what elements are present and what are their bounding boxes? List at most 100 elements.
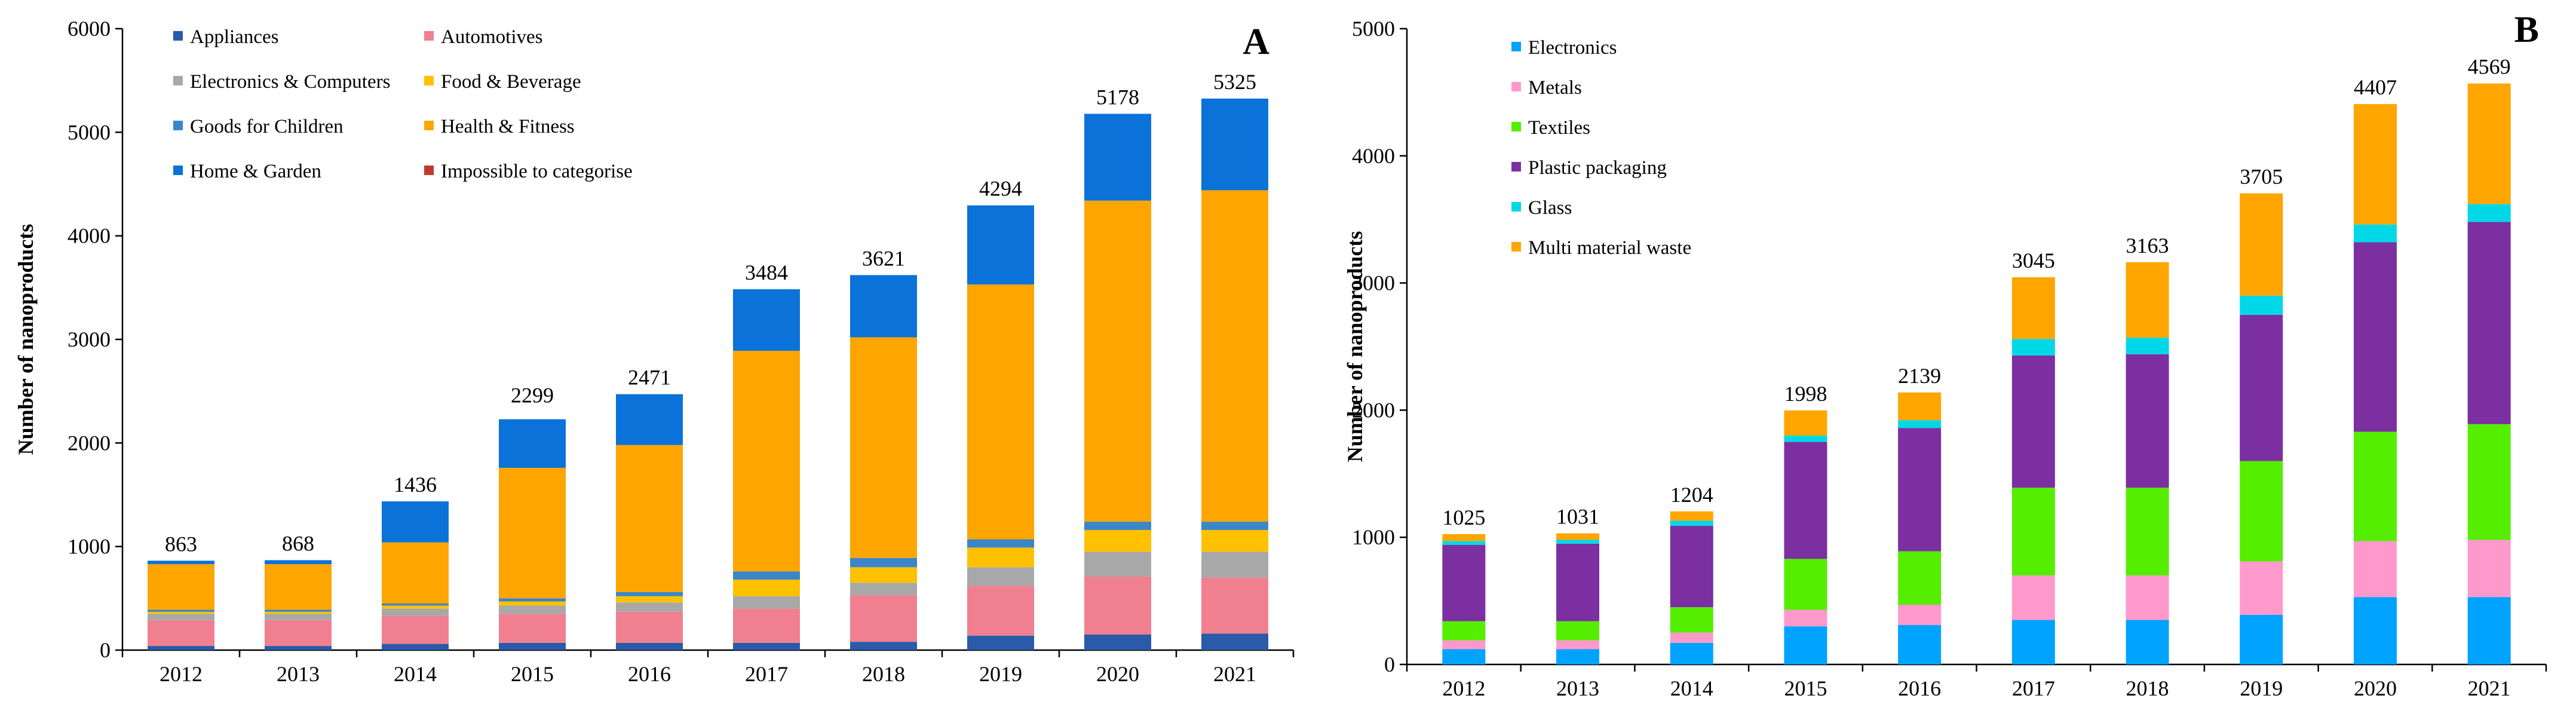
- bar-segment-appliances: [1084, 635, 1151, 650]
- bar-segment-multi-material-waste: [1670, 511, 1713, 521]
- y-tick-label: 0: [100, 638, 111, 662]
- bar-segment-textiles: [2011, 488, 2055, 576]
- legend-swatch: [173, 121, 183, 130]
- bar-segment-plastic-packaging: [2240, 314, 2283, 461]
- bar-segment-appliances: [499, 642, 566, 650]
- bar-segment-textiles: [1442, 621, 1486, 641]
- bar-total-label: 2471: [628, 366, 671, 390]
- legend-label: Metals: [1528, 77, 1582, 99]
- bar-segment-electronics: [2467, 597, 2511, 664]
- bar-segment-home-garden: [850, 275, 917, 338]
- bar-segment-home-garden: [616, 394, 683, 445]
- bar-segment-automotives: [733, 608, 800, 643]
- bar-total-label: 3045: [2012, 249, 2055, 272]
- bar-segment-multi-material-waste: [1898, 392, 1942, 421]
- bar-total-label: 5325: [1213, 70, 1256, 94]
- x-tick-label: 2021: [2468, 676, 2511, 700]
- y-tick-label: 1000: [1352, 525, 1395, 549]
- y-axis-title: Number of nanoproducts: [1343, 231, 1367, 462]
- bar-segment-food-beverage: [850, 567, 917, 583]
- x-tick-label: 2017: [2012, 676, 2055, 700]
- bar-segment-electronics-computers: [616, 602, 683, 612]
- bar-segment-appliances: [265, 646, 332, 650]
- bar-segment-electronics-computers: [499, 605, 566, 614]
- bar-segment-glass: [1556, 540, 1600, 544]
- bar-segment-automotives: [616, 611, 683, 643]
- bar-segment-appliances: [967, 635, 1034, 650]
- bar-segment-multi-material-waste: [1442, 534, 1486, 541]
- bar-segment-appliances: [850, 642, 917, 650]
- bar-segment-food-beverage: [499, 601, 566, 606]
- bar-segment-automotives: [967, 586, 1034, 636]
- bar-segment-goods-for-children: [148, 609, 214, 612]
- legend-swatch: [1511, 82, 1521, 91]
- panel-label: A: [1243, 22, 1269, 62]
- bar-segment-automotives: [850, 595, 917, 642]
- y-tick-label: 2000: [68, 431, 111, 455]
- bar-segment-goods-for-children: [1201, 522, 1268, 530]
- bar-segment-electronics: [1442, 649, 1486, 664]
- bar-segment-textiles: [1556, 621, 1600, 641]
- bar-segment-plastic-packaging: [2353, 242, 2397, 432]
- bar-segment-metals: [2240, 561, 2283, 615]
- bar-segment-textiles: [1898, 551, 1942, 605]
- bar-total-label: 1025: [1442, 506, 1485, 529]
- bar-segment-multi-material-waste: [1556, 533, 1600, 540]
- bar-segment-health-fitness: [382, 542, 449, 603]
- legend-swatch: [1511, 122, 1521, 131]
- x-tick-label: 2020: [1096, 662, 1139, 686]
- y-tick-label: 4000: [1352, 144, 1395, 168]
- bar-total-label: 4407: [2354, 75, 2397, 99]
- bar-segment-home-garden: [499, 419, 566, 468]
- bar-segment-multi-material-waste: [1784, 410, 1827, 436]
- legend-swatch: [424, 166, 434, 175]
- bar-segment-electronics: [1784, 626, 1827, 664]
- legend-label: Textiles: [1528, 117, 1590, 139]
- bar-segment-metals: [2126, 575, 2169, 620]
- legend-label: Food & Beverage: [441, 71, 581, 93]
- bar-segment-health-fitness: [733, 351, 800, 572]
- bar-segment-metals: [2353, 541, 2397, 598]
- panel-b-chart: 0 1000 2000 3000 4000 5000 Number of nanoprodu…: [1343, 10, 2547, 700]
- x-tick-label: 2019: [2240, 676, 2283, 700]
- x-tick-label: 2019: [979, 662, 1022, 686]
- bar-segment-food-beverage: [382, 605, 449, 609]
- y-tick-label: 3000: [1352, 271, 1395, 295]
- bar-segment-textiles: [2467, 424, 2511, 540]
- bar-segment-home-garden: [733, 289, 800, 351]
- bar-segment-electronics-computers: [850, 583, 917, 596]
- bar-segment-goods-for-children: [499, 598, 566, 602]
- x-tick-label: 2012: [160, 662, 203, 686]
- bar-segment-plastic-packaging: [2126, 354, 2169, 488]
- bar-segment-health-fitness: [967, 284, 1034, 540]
- bar-segment-home-garden: [265, 560, 332, 565]
- bar-segment-glass: [1784, 435, 1827, 442]
- bar-segment-automotives: [1201, 577, 1268, 634]
- legend-label: Electronics & Computers: [190, 71, 390, 93]
- bar-segment-electronics-computers: [733, 596, 800, 609]
- legend-swatch: [424, 31, 434, 41]
- bar-segment-electronics-computers: [1201, 552, 1268, 578]
- y-tick-label: 6000: [68, 17, 111, 41]
- x-tick-label: 2015: [511, 662, 554, 686]
- panel-a-chart: 0 1000 2000 3000 4000 5000 6000 Number of nanop…: [14, 17, 1295, 686]
- y-tick-label: 1000: [68, 535, 111, 559]
- bar-segment-textiles: [2353, 431, 2397, 541]
- bar-segment-metals: [2467, 540, 2511, 598]
- bar-segment-electronics: [2011, 620, 2055, 664]
- bar-segment-appliances: [148, 646, 214, 650]
- x-tick-label: 2018: [862, 662, 905, 686]
- bar-segment-food-beverage: [733, 580, 800, 596]
- legend-swatch: [173, 76, 183, 85]
- bar-total-label: 4294: [979, 177, 1022, 201]
- bar-segment-home-garden: [382, 501, 449, 543]
- bar-segment-food-beverage: [265, 611, 332, 614]
- bar-segment-home-garden: [1084, 114, 1151, 201]
- legend-label: Plastic packaging: [1528, 157, 1667, 179]
- bar-segment-home-garden: [1201, 99, 1268, 191]
- bar-segment-automotives: [382, 615, 449, 644]
- bar-segment-health-fitness: [850, 337, 917, 558]
- bar-segment-glass: [1670, 520, 1713, 526]
- bar-segment-food-beverage: [616, 596, 683, 603]
- bar-segment-multi-material-waste: [2011, 277, 2055, 339]
